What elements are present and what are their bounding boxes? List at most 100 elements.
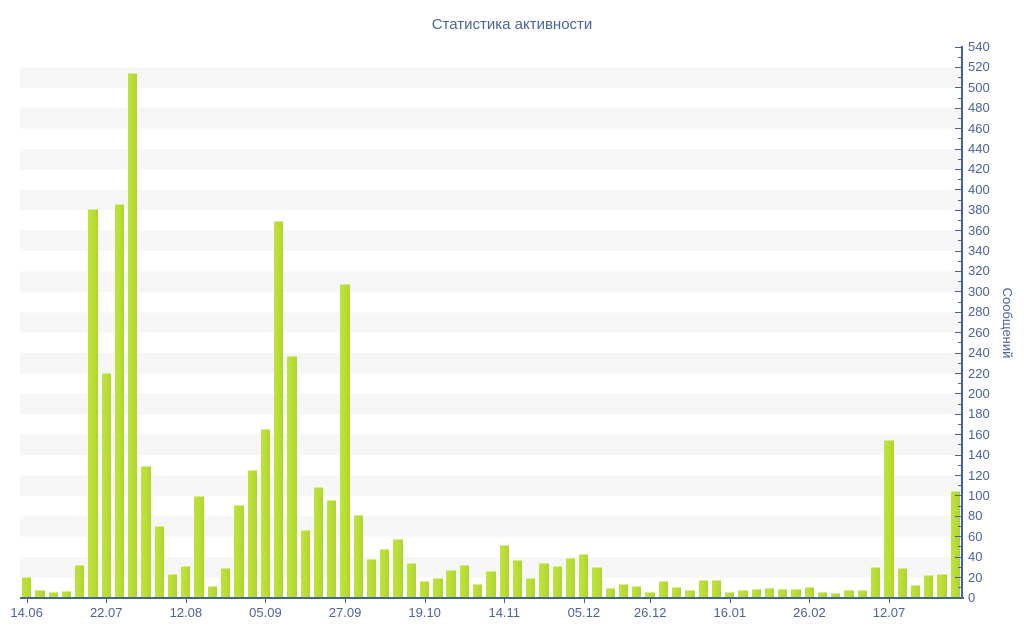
bar-slot xyxy=(418,47,431,598)
bar-slot xyxy=(922,47,935,598)
bar-slot xyxy=(60,47,73,598)
bar-slot xyxy=(352,47,365,598)
bar xyxy=(353,515,363,598)
bar-slot xyxy=(896,47,909,598)
y-major-tick xyxy=(955,230,961,232)
y-tick-label: 500 xyxy=(968,79,990,95)
bar-slot xyxy=(789,47,802,598)
bar xyxy=(605,587,615,598)
bar xyxy=(419,580,430,598)
y-tick-label: 380 xyxy=(968,202,990,218)
bar-slot xyxy=(856,47,869,598)
y-minor-tick xyxy=(958,219,961,221)
bar xyxy=(844,589,854,598)
bar xyxy=(247,470,257,598)
bar xyxy=(61,590,72,598)
x-axis-line xyxy=(20,597,964,599)
bar-slot xyxy=(670,47,683,598)
bar-slot xyxy=(909,47,922,598)
y-minor-tick xyxy=(958,505,961,507)
y-tick-label: 520 xyxy=(968,59,990,75)
bar-slot xyxy=(750,47,763,598)
bar-slot xyxy=(166,47,179,598)
x-tick-label: 12.08 xyxy=(169,605,203,620)
bar-slot xyxy=(471,47,484,598)
bar-slot xyxy=(511,47,524,598)
bar-slot xyxy=(378,47,391,598)
bar xyxy=(618,583,629,598)
bar-slot xyxy=(47,47,60,598)
plot-area xyxy=(20,47,962,598)
bar-slot xyxy=(126,47,139,598)
y-major-tick xyxy=(955,87,961,89)
bar-slot xyxy=(458,47,471,598)
bar xyxy=(274,221,284,598)
bar-slot xyxy=(643,47,656,598)
bar xyxy=(128,72,138,598)
bar xyxy=(141,466,151,598)
y-tick-label: 40 xyxy=(968,549,983,565)
bar-slot xyxy=(564,47,577,598)
bar-slot xyxy=(20,47,33,598)
y-major-tick xyxy=(955,46,961,48)
bar xyxy=(698,579,708,598)
y-minor-tick xyxy=(958,179,961,181)
x-tick-label: 26.02 xyxy=(793,605,826,620)
y-minor-tick xyxy=(958,301,961,303)
bar xyxy=(446,570,456,598)
bar xyxy=(75,565,85,598)
y-major-tick xyxy=(955,189,961,191)
bar xyxy=(658,580,669,598)
bar xyxy=(473,583,483,598)
y-tick-label: 240 xyxy=(968,345,990,361)
y-minor-tick xyxy=(958,403,961,405)
bar xyxy=(764,587,775,598)
bar-slot xyxy=(498,47,511,598)
bar xyxy=(817,591,828,598)
bar xyxy=(924,574,934,598)
y-minor-tick xyxy=(958,322,961,323)
y-major-tick xyxy=(955,291,961,293)
y-tick-label: 20 xyxy=(968,569,983,585)
x-tick-label: 14.11 xyxy=(488,605,521,620)
bar-slot xyxy=(405,47,418,598)
bar xyxy=(393,538,403,598)
x-tick xyxy=(345,599,347,603)
x-tick-label: 12.07 xyxy=(872,605,906,620)
bar-slot xyxy=(697,47,710,598)
y-tick-label: 60 xyxy=(968,528,983,544)
y-major-tick xyxy=(955,393,961,395)
bar-slot xyxy=(763,47,776,598)
bar-slot xyxy=(325,47,338,598)
y-tick-label: 420 xyxy=(968,161,990,177)
bar-slot xyxy=(590,47,603,598)
bar xyxy=(725,591,735,598)
bar xyxy=(738,589,748,598)
bar-slot xyxy=(246,47,259,598)
bar-slot xyxy=(683,47,696,598)
y-major-tick xyxy=(955,434,961,436)
y-major-tick xyxy=(955,148,961,150)
bar-slot xyxy=(736,47,749,598)
y-minor-tick xyxy=(958,77,961,79)
y-minor-tick xyxy=(958,260,961,262)
bar xyxy=(21,576,32,598)
y-major-tick xyxy=(955,332,961,334)
bar-slot xyxy=(551,47,564,598)
y-minor-tick xyxy=(958,587,961,589)
bar-slot xyxy=(192,47,205,598)
x-tick-label: 05.12 xyxy=(567,605,601,620)
bar-slot xyxy=(338,47,351,598)
y-major-tick xyxy=(955,495,961,497)
y-tick-label: 180 xyxy=(968,406,990,422)
bar xyxy=(870,567,881,598)
y-major-tick xyxy=(955,209,961,211)
bars-container xyxy=(20,47,962,598)
x-tick xyxy=(26,599,28,603)
bar-slot xyxy=(829,47,842,598)
bar-slot xyxy=(219,47,232,598)
bar-slot xyxy=(723,47,736,598)
bar xyxy=(327,500,337,598)
y-tick-label: 360 xyxy=(968,222,990,238)
bar xyxy=(831,592,841,598)
